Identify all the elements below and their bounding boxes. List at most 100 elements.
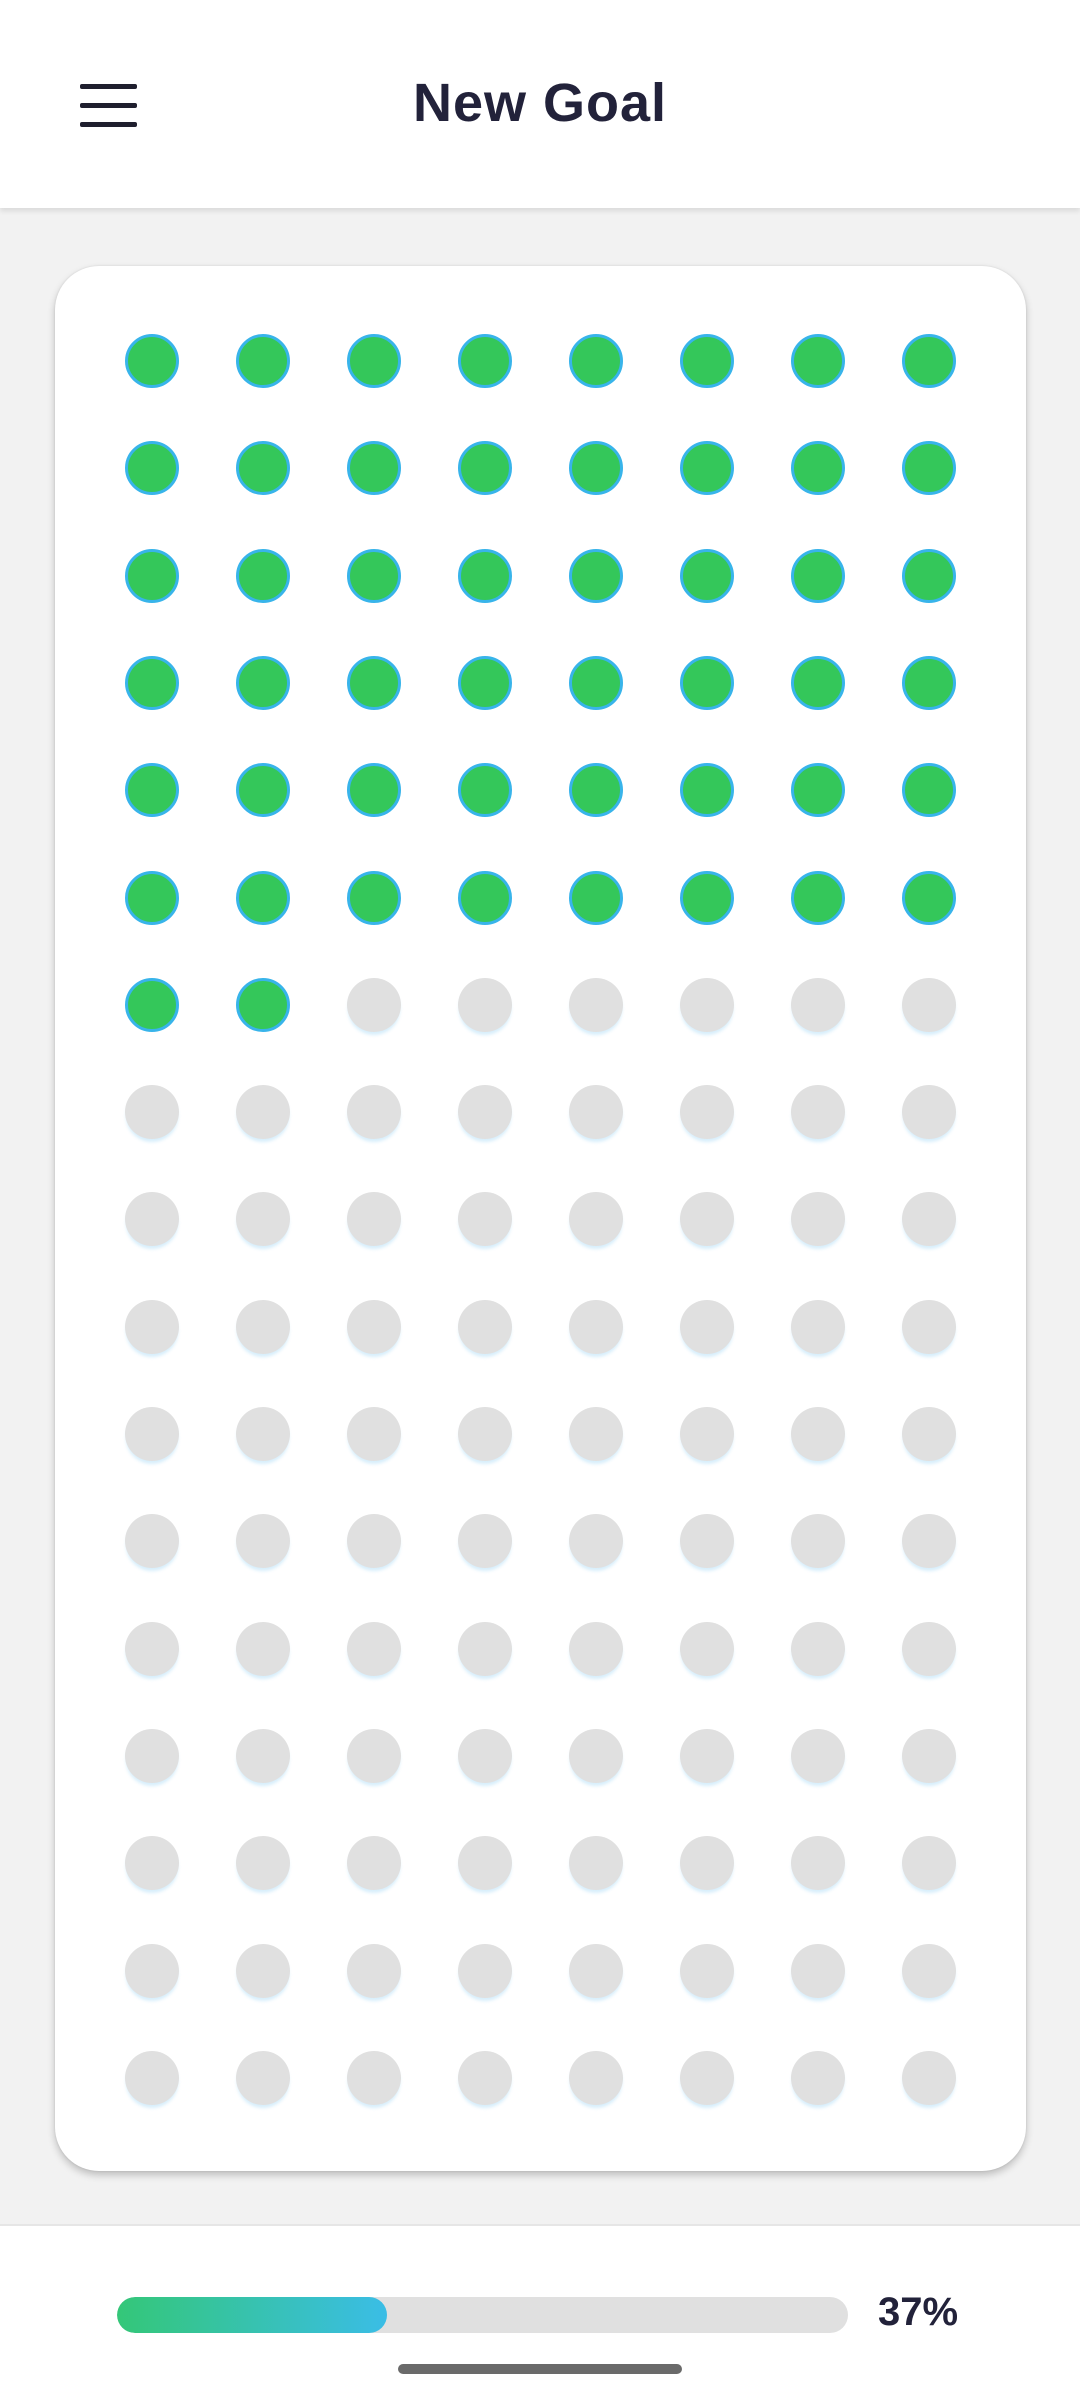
goal-dot-empty[interactable] — [125, 1943, 179, 1998]
goal-dot-filled[interactable] — [791, 441, 845, 496]
goal-dot-empty[interactable] — [125, 1728, 179, 1783]
goal-dot-empty[interactable] — [791, 1407, 845, 1461]
goal-dot-filled[interactable] — [458, 763, 512, 818]
goal-dot-filled[interactable] — [680, 334, 734, 388]
goal-dot-filled[interactable] — [680, 441, 734, 496]
goal-dot-empty[interactable] — [236, 2050, 290, 2105]
goal-dot-empty[interactable] — [791, 1943, 845, 1998]
goal-dot-filled[interactable] — [791, 334, 845, 388]
goal-dot-empty[interactable] — [347, 1621, 401, 1676]
goal-dot-empty[interactable] — [347, 1514, 401, 1569]
goal-dot-empty[interactable] — [236, 1514, 290, 1569]
goal-dot-filled[interactable] — [791, 655, 845, 710]
goal-dot-filled[interactable] — [125, 441, 179, 496]
goal-dot-empty[interactable] — [902, 1192, 956, 1247]
goal-dot-empty[interactable] — [680, 1514, 734, 1569]
goal-dot-empty[interactable] — [680, 1621, 734, 1676]
goal-dot-empty[interactable] — [569, 1192, 623, 1247]
goal-dot-empty[interactable] — [791, 1192, 845, 1247]
goal-dot-filled[interactable] — [902, 548, 956, 603]
goal-dot-empty[interactable] — [569, 1407, 623, 1461]
goal-dot-empty[interactable] — [458, 1085, 512, 1140]
menu-button[interactable] — [58, 62, 158, 150]
goal-dot-empty[interactable] — [680, 1192, 734, 1247]
goal-dot-empty[interactable] — [569, 1299, 623, 1354]
goal-dot-filled[interactable] — [791, 548, 845, 603]
goal-dot-empty[interactable] — [347, 2050, 401, 2105]
goal-dot-filled[interactable] — [347, 548, 401, 603]
goal-dot-filled[interactable] — [680, 655, 734, 710]
goal-dot-empty[interactable] — [125, 1085, 179, 1140]
goal-dot-empty[interactable] — [902, 1621, 956, 1676]
goal-dot-empty[interactable] — [236, 1299, 290, 1354]
goal-dot-filled[interactable] — [902, 870, 956, 925]
goal-dot-filled[interactable] — [791, 763, 845, 818]
goal-dot-empty[interactable] — [458, 1192, 512, 1247]
goal-dot-empty[interactable] — [125, 1192, 179, 1247]
goal-dot-empty[interactable] — [791, 1085, 845, 1140]
goal-dot-empty[interactable] — [680, 2050, 734, 2105]
goal-dot-empty[interactable] — [458, 1836, 512, 1891]
goal-dot-filled[interactable] — [125, 334, 179, 388]
goal-dot-filled[interactable] — [125, 977, 179, 1032]
goal-dot-empty[interactable] — [458, 977, 512, 1032]
goal-dot-filled[interactable] — [236, 655, 290, 710]
goal-dot-empty[interactable] — [680, 977, 734, 1032]
goal-dot-empty[interactable] — [791, 2050, 845, 2105]
goal-dot-empty[interactable] — [902, 1836, 956, 1891]
goal-dot-filled[interactable] — [902, 334, 956, 388]
goal-dot-empty[interactable] — [680, 1085, 734, 1140]
goal-dot-empty[interactable] — [569, 1728, 623, 1783]
goal-dot-empty[interactable] — [791, 1299, 845, 1354]
goal-dot-filled[interactable] — [458, 441, 512, 496]
goal-dot-filled[interactable] — [125, 655, 179, 710]
goal-dot-empty[interactable] — [236, 1192, 290, 1247]
goal-dot-empty[interactable] — [125, 1836, 179, 1891]
goal-dot-empty[interactable] — [458, 1299, 512, 1354]
goal-dot-empty[interactable] — [347, 977, 401, 1032]
goal-dot-filled[interactable] — [569, 870, 623, 925]
goal-dot-empty[interactable] — [458, 1728, 512, 1783]
goal-dot-empty[interactable] — [347, 1192, 401, 1247]
goal-dot-empty[interactable] — [902, 1407, 956, 1461]
goal-dot-filled[interactable] — [236, 548, 290, 603]
goal-dot-empty[interactable] — [569, 1836, 623, 1891]
goal-dot-empty[interactable] — [125, 1407, 179, 1461]
goal-dot-empty[interactable] — [458, 2050, 512, 2105]
goal-dot-empty[interactable] — [680, 1299, 734, 1354]
goal-dot-empty[interactable] — [125, 2050, 179, 2105]
goal-dot-filled[interactable] — [458, 655, 512, 710]
goal-dot-filled[interactable] — [458, 548, 512, 603]
goal-dot-filled[interactable] — [458, 870, 512, 925]
goal-dot-filled[interactable] — [236, 977, 290, 1032]
goal-dot-filled[interactable] — [236, 870, 290, 925]
goal-dot-empty[interactable] — [569, 1514, 623, 1569]
goal-dot-empty[interactable] — [569, 977, 623, 1032]
goal-dot-empty[interactable] — [902, 1085, 956, 1140]
goal-dot-empty[interactable] — [569, 1621, 623, 1676]
goal-dot-empty[interactable] — [902, 1943, 956, 1998]
goal-dot-filled[interactable] — [458, 334, 512, 388]
goal-dot-empty[interactable] — [458, 1621, 512, 1676]
goal-dot-filled[interactable] — [902, 655, 956, 710]
goal-dot-empty[interactable] — [458, 1943, 512, 1998]
goal-dot-filled[interactable] — [236, 334, 290, 388]
goal-dot-empty[interactable] — [902, 1514, 956, 1569]
goal-dot-filled[interactable] — [680, 548, 734, 603]
goal-dot-empty[interactable] — [569, 1943, 623, 1998]
goal-dot-empty[interactable] — [347, 1085, 401, 1140]
goal-dot-filled[interactable] — [347, 334, 401, 388]
goal-dot-filled[interactable] — [125, 548, 179, 603]
goal-dot-empty[interactable] — [569, 1085, 623, 1140]
goal-dot-empty[interactable] — [569, 2050, 623, 2105]
goal-dot-filled[interactable] — [347, 763, 401, 818]
goal-dot-filled[interactable] — [125, 870, 179, 925]
goal-dot-empty[interactable] — [236, 1085, 290, 1140]
goal-dot-filled[interactable] — [569, 441, 623, 496]
goal-dot-filled[interactable] — [236, 441, 290, 496]
goal-dot-filled[interactable] — [902, 763, 956, 818]
goal-dot-empty[interactable] — [347, 1943, 401, 1998]
goal-dot-filled[interactable] — [569, 763, 623, 818]
goal-dot-empty[interactable] — [125, 1299, 179, 1354]
goal-dot-filled[interactable] — [125, 763, 179, 818]
